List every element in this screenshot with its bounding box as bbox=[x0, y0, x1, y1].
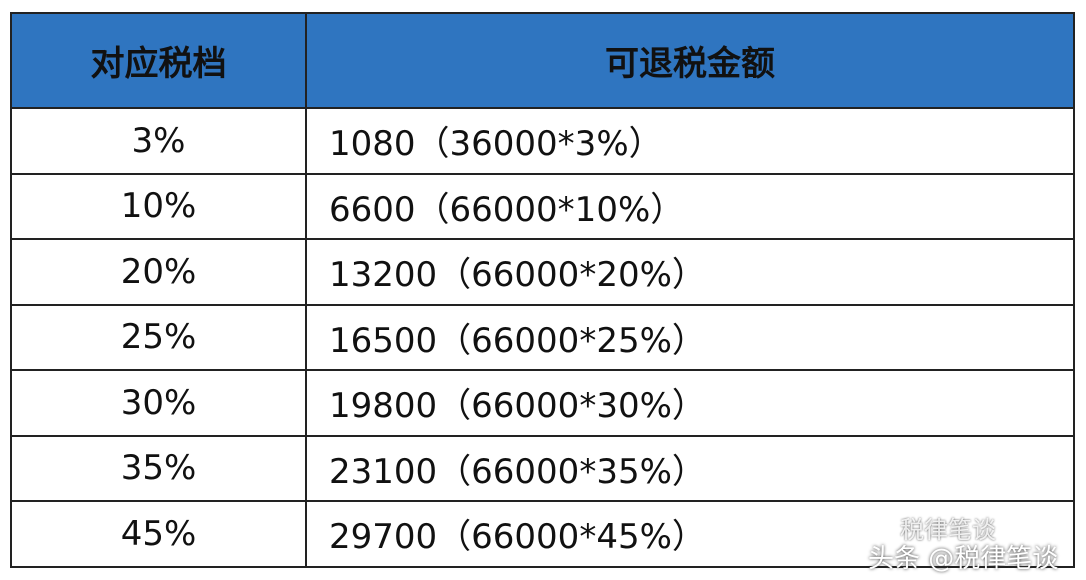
rate-cell: 20% bbox=[10, 238, 307, 306]
header-cell: 对应税档 bbox=[10, 12, 307, 109]
refund-cell: 23100（66000*35%） bbox=[305, 434, 1075, 502]
table-row: 10% 6600（66000*10%） bbox=[10, 172, 1075, 240]
header-cell: 可退税金额 bbox=[305, 12, 1075, 109]
table-row: 25% 16500（66000*25%） bbox=[10, 303, 1075, 371]
tax-table: 对应税档 可退税金额 3% 1080（36000*3%） 10% 6600（66000… bbox=[10, 12, 1075, 568]
rate-cell: 10% bbox=[10, 172, 307, 240]
table-header: 对应税档 可退税金额 bbox=[10, 12, 1075, 109]
rate-cell: 25% bbox=[10, 303, 307, 371]
table-row: 3% 1080（36000*3%） bbox=[10, 107, 1075, 175]
table-row: 35% 23100（66000*35%） bbox=[10, 434, 1075, 502]
table-row: 20% 13200（66000*20%） bbox=[10, 238, 1075, 306]
header-row: 对应税档 可退税金额 bbox=[10, 12, 1075, 109]
rate-cell: 3% bbox=[10, 107, 307, 175]
watermark-source: 头条 @税律笔谈 bbox=[868, 544, 1059, 574]
refund-cell: 16500（66000*25%） bbox=[305, 303, 1075, 371]
refund-cell: 1080（36000*3%） bbox=[305, 107, 1075, 175]
rate-cell: 30% bbox=[10, 369, 307, 437]
refund-cell: 29700（66000*45%） bbox=[305, 500, 1075, 568]
table-row: 30% 19800（66000*30%） bbox=[10, 369, 1075, 437]
watermark-account: 税律笔谈 bbox=[900, 516, 996, 544]
refund-cell: 13200（66000*20%） bbox=[305, 238, 1075, 306]
rate-cell: 35% bbox=[10, 434, 307, 502]
refund-cell: 6600（66000*10%） bbox=[305, 172, 1075, 240]
refund-cell: 19800（66000*30%） bbox=[305, 369, 1075, 437]
table-row: 45% 29700（66000*45%） bbox=[10, 500, 1075, 568]
rate-cell: 45% bbox=[10, 500, 307, 568]
table-body: 3% 1080（36000*3%） 10% 6600（66000*10%） 20% 132… bbox=[10, 107, 1075, 568]
